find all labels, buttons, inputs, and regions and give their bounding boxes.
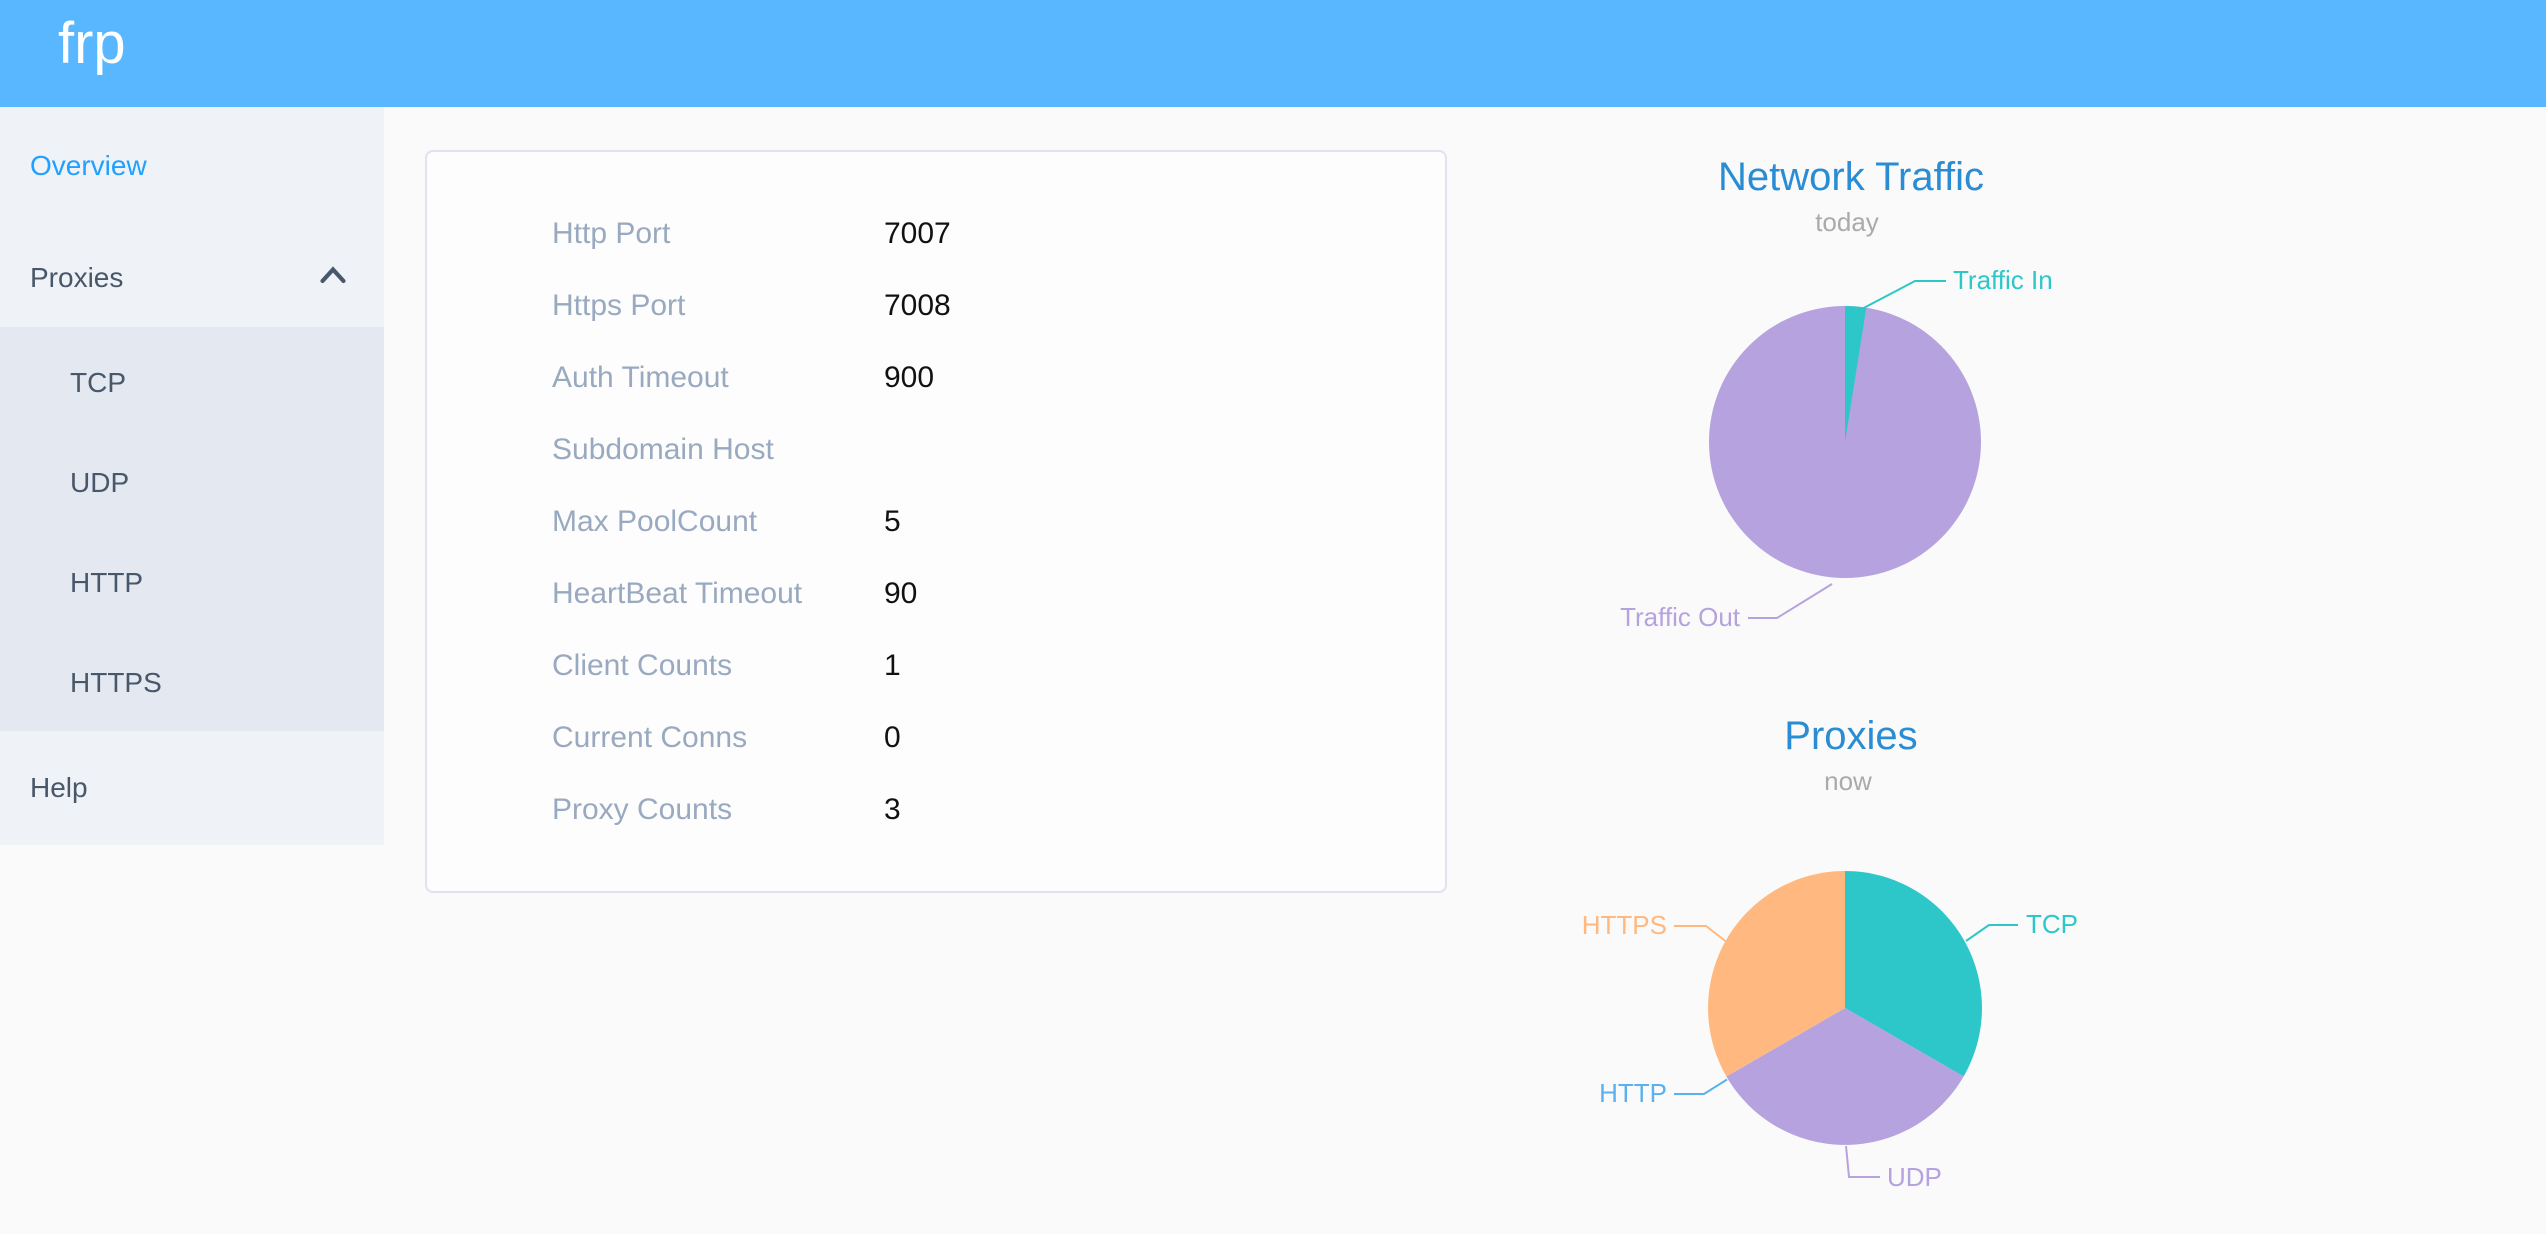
svg-text:now: now xyxy=(1824,766,1872,796)
svg-text:today: today xyxy=(1815,207,1879,237)
svg-text:HTTP: HTTP xyxy=(1599,1078,1667,1108)
svg-text:Traffic In: Traffic In xyxy=(1953,265,2053,295)
svg-text:HTTPS: HTTPS xyxy=(1582,910,1667,940)
svg-text:TCP: TCP xyxy=(2026,909,2078,939)
svg-text:Proxies: Proxies xyxy=(1784,714,1917,758)
svg-text:UDP: UDP xyxy=(1887,1162,1942,1192)
svg-text:Traffic Out: Traffic Out xyxy=(1620,602,1741,632)
svg-text:Network Traffic: Network Traffic xyxy=(1718,155,1984,199)
